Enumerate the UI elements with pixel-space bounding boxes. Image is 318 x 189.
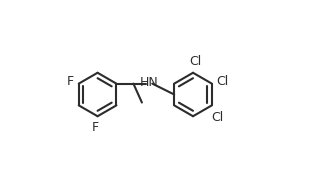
Text: Cl: Cl	[189, 55, 201, 68]
Text: F: F	[67, 75, 74, 88]
Text: Cl: Cl	[211, 111, 224, 124]
Text: F: F	[92, 121, 99, 134]
Text: Cl: Cl	[216, 75, 228, 88]
Text: HN: HN	[140, 76, 159, 89]
